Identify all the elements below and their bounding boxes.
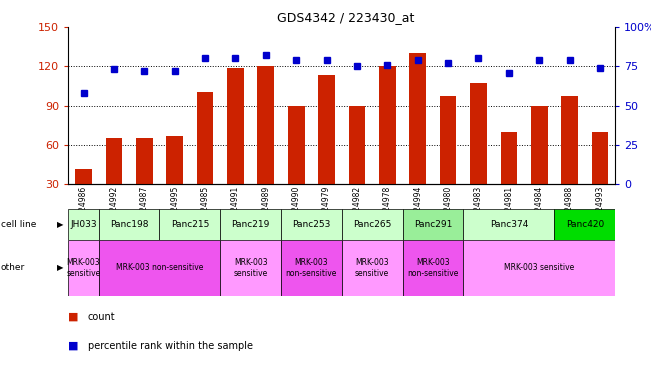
Bar [281,209,342,240]
Bar [439,96,456,184]
Bar [409,53,426,184]
Bar [76,169,92,184]
Bar [68,209,99,240]
Text: ■: ■ [68,312,79,322]
Bar [464,240,615,296]
Text: other: other [1,263,25,272]
Text: cell line: cell line [1,220,36,229]
Text: MRK-003 sensitive: MRK-003 sensitive [504,263,574,272]
Bar [105,138,122,184]
Bar [470,83,487,184]
Bar [464,209,555,240]
Bar [555,209,615,240]
Bar [220,209,281,240]
Bar [379,66,396,184]
Text: MRK-003
sensitive: MRK-003 sensitive [66,258,101,278]
Bar [227,68,243,184]
Bar [592,132,608,184]
Text: MRK-003
non-sensitive: MRK-003 non-sensitive [286,258,337,278]
Bar [257,66,274,184]
Bar [99,240,220,296]
Bar [342,240,402,296]
Bar [561,96,578,184]
Text: Panc420: Panc420 [566,220,604,229]
Text: ▶: ▶ [57,263,63,272]
Bar [318,75,335,184]
Bar [501,132,517,184]
Text: MRK-003
sensitive: MRK-003 sensitive [234,258,268,278]
Text: ■: ■ [68,341,79,351]
Bar [281,240,342,296]
Text: Panc215: Panc215 [171,220,209,229]
Bar [348,106,365,184]
Bar [136,138,152,184]
Text: Panc374: Panc374 [490,220,528,229]
Text: percentile rank within the sample: percentile rank within the sample [88,341,253,351]
Bar [220,240,281,296]
Text: count: count [88,312,115,322]
Text: Panc265: Panc265 [353,220,391,229]
Bar [159,209,220,240]
Bar [166,136,183,184]
Bar [402,209,464,240]
Text: JH033: JH033 [70,220,97,229]
Bar [288,106,305,184]
Text: MRK-003 non-sensitive: MRK-003 non-sensitive [116,263,203,272]
Text: ▶: ▶ [57,220,63,229]
Text: MRK-003
non-sensitive: MRK-003 non-sensitive [408,258,458,278]
Text: Panc253: Panc253 [292,220,331,229]
Bar [197,93,214,184]
Text: Panc219: Panc219 [232,220,270,229]
Text: MRK-003
sensitive: MRK-003 sensitive [355,258,389,278]
Text: GDS4342 / 223430_at: GDS4342 / 223430_at [277,12,414,25]
Bar [342,209,402,240]
Bar [531,106,547,184]
Bar [68,240,99,296]
Bar [99,209,159,240]
Text: Panc198: Panc198 [110,220,148,229]
Bar [402,240,464,296]
Text: Panc291: Panc291 [414,220,452,229]
